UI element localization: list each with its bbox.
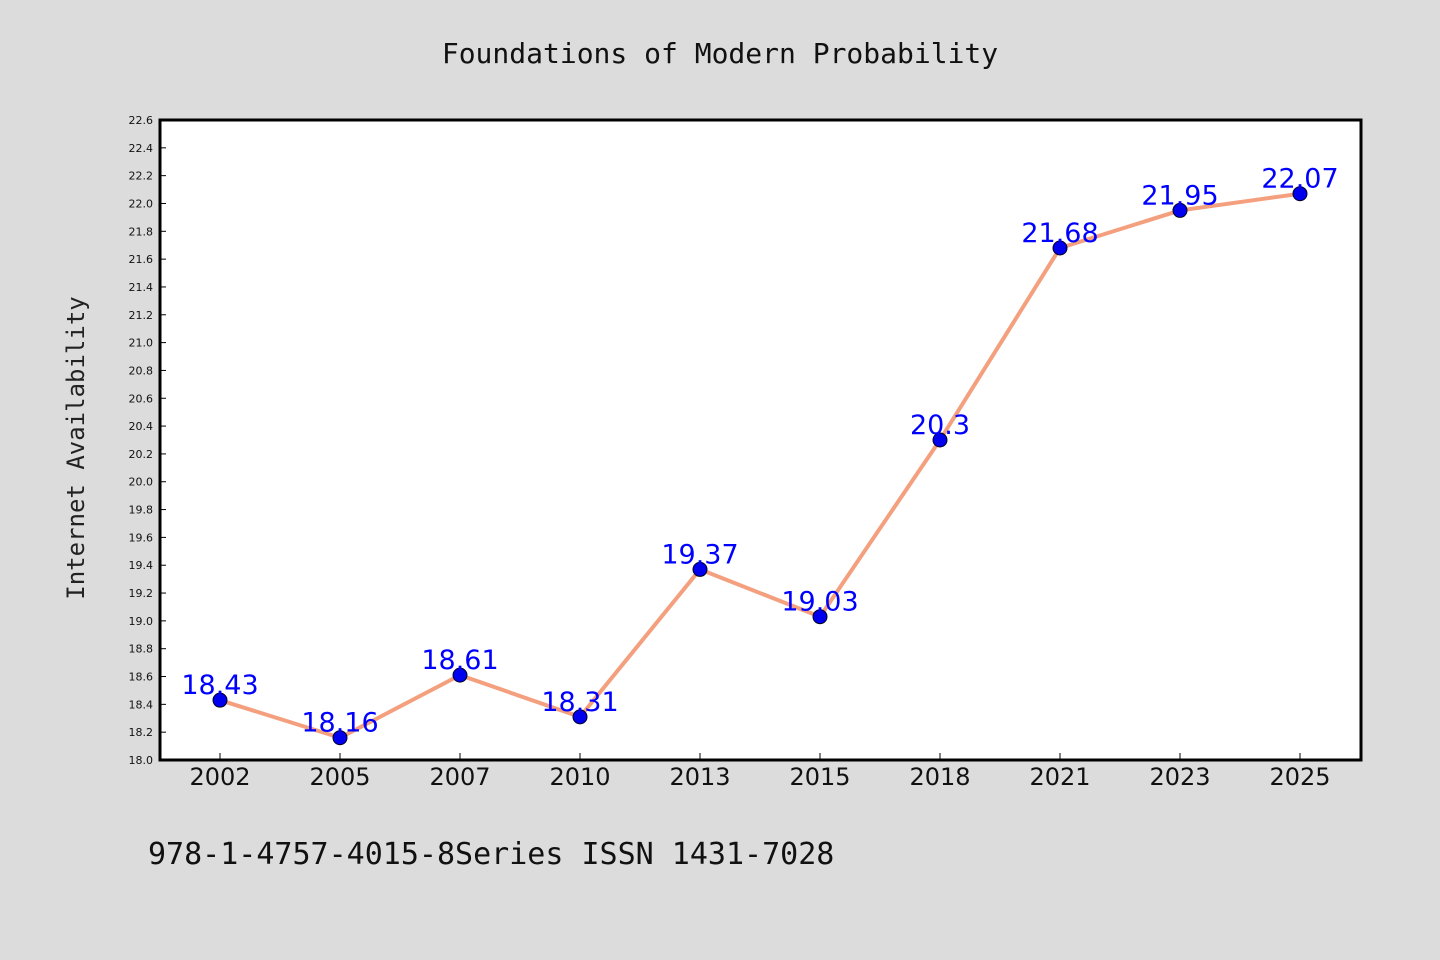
data-point xyxy=(212,692,228,708)
y-axis-label: Internet Availability xyxy=(62,296,90,599)
plot-frame xyxy=(158,118,1363,762)
x-tick-label: 2015 xyxy=(789,763,850,791)
y-tick-label: 19.0 xyxy=(129,615,154,628)
y-tick-label: 19.6 xyxy=(129,531,154,544)
y-tick-label: 20.4 xyxy=(129,420,154,433)
data-point xyxy=(692,561,708,577)
y-tick-label: 18.8 xyxy=(129,643,154,656)
data-label: 19.03 xyxy=(781,587,858,618)
data-point xyxy=(1172,202,1188,218)
y-tick-label: 19.4 xyxy=(129,559,154,572)
x-tick-label: 2021 xyxy=(1029,763,1090,791)
data-label: 18.43 xyxy=(181,670,258,701)
data-point xyxy=(572,709,588,725)
chart-title: Foundations of Modern Probability xyxy=(442,37,998,70)
data-point xyxy=(1292,186,1308,202)
x-tick-label: 2005 xyxy=(309,763,370,791)
data-point xyxy=(812,609,828,625)
data-labels: 18.43 18.16 18.61 18.31 19.37 19.03 20.3 21.68 2… xyxy=(181,164,1338,739)
y-tick-label: 20.2 xyxy=(129,448,154,461)
y-tick-label: 22.2 xyxy=(129,170,154,183)
data-label: 20.3 xyxy=(910,410,970,441)
y-axis-ticks: 18.0 18.2 18.4 18.6 18.8 19.0 19.2 19.4 19.6 19.8… xyxy=(129,114,166,767)
data-label: 22.07 xyxy=(1261,164,1338,195)
footer-note: 978-1-4757-4015-8Series ISSN 1431-7028 xyxy=(148,837,834,872)
data-label: 21.68 xyxy=(1021,218,1098,249)
data-point xyxy=(452,667,468,683)
y-tick-label: 22.6 xyxy=(129,114,154,127)
series-markers xyxy=(212,186,1308,746)
data-point xyxy=(932,432,948,448)
y-tick-label: 20.8 xyxy=(129,364,154,377)
x-tick-label: 2013 xyxy=(669,763,730,791)
x-axis-ticks: 2002 2005 2007 2010 2013 2015 2018 2021 2023 2025 xyxy=(189,753,1331,791)
plot-area xyxy=(160,120,1361,760)
y-tick-label: 21.8 xyxy=(129,225,154,238)
y-tick-label: 18.0 xyxy=(129,754,154,767)
y-tick-label: 19.2 xyxy=(129,587,154,600)
y-tick-label: 21.4 xyxy=(129,281,154,294)
data-point xyxy=(1052,240,1068,256)
x-tick-label: 2025 xyxy=(1269,763,1330,791)
y-tick-label: 22.4 xyxy=(129,142,154,155)
data-label: 19.37 xyxy=(661,539,738,570)
x-tick-label: 2018 xyxy=(909,763,970,791)
y-tick-label: 21.2 xyxy=(129,309,154,322)
x-tick-label: 2002 xyxy=(189,763,250,791)
y-tick-label: 21.6 xyxy=(129,253,154,266)
y-tick-label: 21.0 xyxy=(129,337,154,350)
data-label: 18.16 xyxy=(301,708,378,739)
data-label: 21.95 xyxy=(1141,180,1218,211)
y-tick-label: 19.8 xyxy=(129,504,154,517)
x-tick-label: 2007 xyxy=(429,763,490,791)
data-label: 18.61 xyxy=(421,645,498,676)
y-tick-label: 20.6 xyxy=(129,392,154,405)
y-tick-label: 18.4 xyxy=(129,698,154,711)
data-point xyxy=(332,730,348,746)
data-label: 18.31 xyxy=(541,687,618,718)
y-tick-label: 20.0 xyxy=(129,476,154,489)
y-tick-label: 18.6 xyxy=(129,671,154,684)
series-line xyxy=(219,191,1301,740)
y-tick-label: 18.2 xyxy=(129,726,154,739)
x-tick-label: 2010 xyxy=(549,763,610,791)
x-tick-label: 2023 xyxy=(1149,763,1210,791)
y-tick-label: 22.0 xyxy=(129,197,154,210)
